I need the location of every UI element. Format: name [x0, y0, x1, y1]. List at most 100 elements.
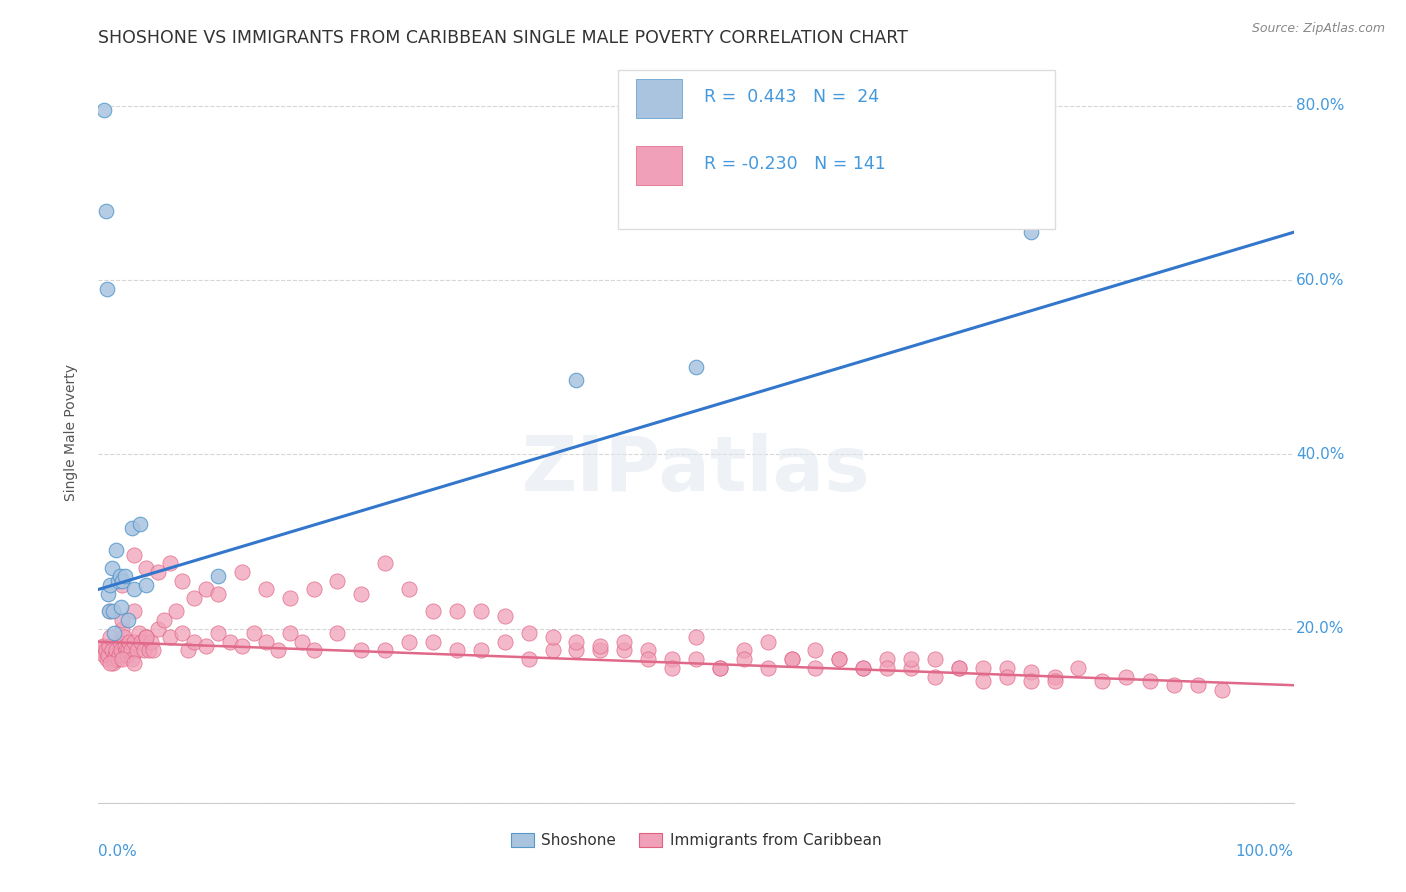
Point [1163, 678, 1185, 692]
Point [107, 648, 129, 662]
Point [98, 578, 122, 592]
Point [876, 661, 898, 675]
Point [685, 630, 707, 644]
FancyBboxPatch shape [619, 70, 1054, 229]
Point [350, 643, 373, 657]
Point [98, 630, 122, 644]
Point [114, 569, 136, 583]
Point [104, 648, 127, 662]
Point [804, 661, 827, 675]
Point [124, 657, 146, 671]
Point [267, 643, 290, 657]
Text: Source: ZipAtlas.com: Source: ZipAtlas.com [1251, 22, 1385, 36]
Point [219, 634, 242, 648]
Point [124, 548, 146, 562]
Point [98, 657, 122, 671]
Point [756, 634, 779, 648]
Point [804, 643, 827, 657]
Point [91, 639, 114, 653]
Point [1019, 665, 1042, 680]
Point [129, 517, 152, 532]
Y-axis label: Single Male Poverty: Single Male Poverty [63, 364, 77, 501]
Point [207, 587, 229, 601]
Point [243, 626, 266, 640]
Point [613, 634, 636, 648]
Point [135, 630, 157, 644]
Point [139, 634, 162, 648]
Point [972, 661, 994, 675]
Point [124, 634, 146, 648]
Point [1019, 225, 1042, 239]
Point [302, 582, 325, 597]
Point [756, 661, 779, 675]
Point [398, 582, 420, 597]
Point [112, 630, 135, 644]
Point [107, 574, 129, 588]
Point [517, 652, 540, 666]
Point [494, 634, 516, 648]
Point [1211, 682, 1233, 697]
Point [183, 591, 205, 606]
Point [135, 560, 157, 574]
Point [900, 661, 922, 675]
Point [446, 643, 468, 657]
Text: R =  0.443   N =  24: R = 0.443 N = 24 [704, 88, 880, 106]
Point [183, 634, 205, 648]
Point [972, 673, 994, 688]
Point [101, 657, 124, 671]
Point [1019, 673, 1042, 688]
Point [159, 630, 181, 644]
Point [207, 626, 229, 640]
Point [103, 626, 125, 640]
Point [948, 661, 970, 675]
Point [108, 569, 131, 583]
Point [98, 604, 122, 618]
Point [637, 652, 659, 666]
Point [101, 604, 124, 618]
Point [111, 578, 134, 592]
Point [470, 604, 492, 618]
Point [709, 661, 731, 675]
Point [94, 643, 117, 657]
Point [165, 604, 187, 618]
Point [733, 652, 755, 666]
Point [100, 643, 122, 657]
Text: ZIPatlas: ZIPatlas [522, 433, 870, 507]
Point [207, 569, 229, 583]
Point [780, 652, 803, 666]
Point [111, 622, 134, 636]
Text: 40.0%: 40.0% [1296, 447, 1344, 462]
Point [97, 648, 120, 662]
Text: 60.0%: 60.0% [1296, 273, 1344, 288]
Point [517, 626, 540, 640]
Point [1043, 669, 1066, 683]
Point [446, 604, 468, 618]
Point [93, 648, 115, 662]
Point [685, 652, 707, 666]
Point [565, 634, 588, 648]
Point [613, 643, 636, 657]
Point [97, 587, 120, 601]
Point [733, 643, 755, 657]
Point [398, 634, 420, 648]
Point [254, 582, 277, 597]
Point [565, 373, 588, 387]
Point [96, 652, 118, 666]
Point [326, 574, 349, 588]
Point [159, 556, 181, 570]
Point [1139, 673, 1161, 688]
Point [117, 643, 139, 657]
Point [661, 661, 683, 675]
Point [148, 622, 170, 636]
Point [105, 543, 128, 558]
Point [117, 613, 139, 627]
Point [995, 661, 1018, 675]
Point [852, 661, 875, 675]
Point [114, 639, 136, 653]
Point [115, 648, 138, 662]
Point [1043, 673, 1066, 688]
Point [177, 643, 200, 657]
Point [685, 360, 707, 375]
FancyBboxPatch shape [637, 145, 682, 185]
Point [131, 634, 153, 648]
